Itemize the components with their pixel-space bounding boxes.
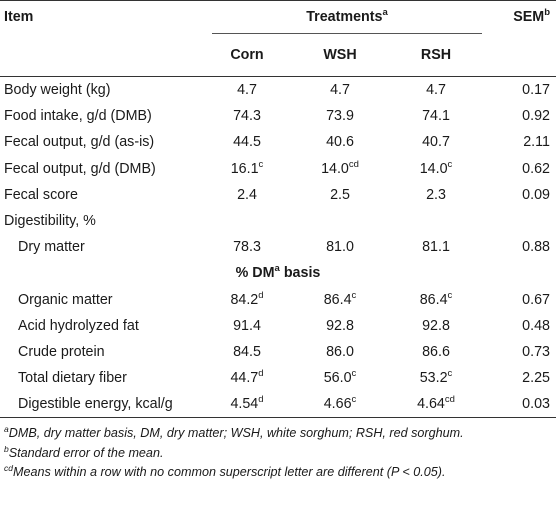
table-row: Crude protein 84.5 86.0 86.6 0.73 (0, 339, 556, 365)
cell-sem: 0.48 (522, 317, 550, 334)
cell-wsh: 4.7 (330, 82, 350, 99)
header-sem: SEMb (513, 7, 550, 26)
table-row: Acid hydrolyzed fat 91.4 92.8 92.8 0.48 (0, 313, 556, 339)
cell-corn: 44.5 (233, 134, 261, 151)
cell-sem (482, 208, 556, 234)
table-row: Dry matter 78.3 81.0 81.1 0.88 (0, 234, 556, 260)
row-label: Fecal output, g/d (DMB) (4, 160, 156, 177)
cell-rsh: 2.3 (426, 186, 446, 203)
row-label: Dry matter (18, 239, 85, 256)
row-label: Crude protein (18, 343, 105, 360)
header-wsh: WSH (300, 33, 390, 77)
cell-wsh: 92.8 (326, 317, 354, 334)
cell-sem: 0.88 (522, 239, 550, 256)
table-row: Digestible energy, kcal/g 4.54d 4.66c 4.64c… (0, 391, 556, 419)
cell-rsh: 53.2c (419, 368, 453, 387)
cell-corn: 78.3 (233, 239, 261, 256)
cell-corn: 84.5 (233, 343, 261, 360)
row-label: Organic matter (18, 291, 113, 308)
cell-sem: 0.17 (522, 82, 550, 99)
cell-sem: 0.03 (482, 391, 556, 419)
table-row: Fecal output, g/d (DMB) 16.1c 14.0cd 14.0c 0… (0, 156, 556, 182)
header-item: Item (4, 9, 34, 26)
cell-rsh: 4.64cd (390, 391, 482, 419)
cell-rsh: 74.1 (422, 108, 450, 125)
cell-wsh: 4.66c (300, 391, 390, 419)
cell-wsh: 73.9 (326, 108, 354, 125)
table-row: Food intake, g/d (DMB) 74.3 73.9 74.1 0.92 (0, 103, 556, 129)
cell-wsh: 81.0 (326, 239, 354, 256)
table-row: Body weight (kg) 4.7 4.7 4.7 0.17 (0, 77, 556, 104)
cell-wsh: 56.0c (323, 368, 357, 387)
cell-corn: 4.54d (212, 391, 300, 419)
cell-sem: 0.09 (522, 186, 550, 203)
cell-corn: 84.2d (230, 289, 264, 308)
cell-rsh: 86.4c (419, 289, 453, 308)
cell-corn: 91.4 (233, 317, 261, 334)
cell-sem: 2.11 (523, 134, 550, 151)
row-label: Fecal output, g/d (as-is) (4, 134, 155, 151)
table-body-top: Body weight (kg) 4.7 4.7 4.7 0.17 Food intake… (0, 77, 556, 261)
footnote: bStandard error of the mean. (4, 443, 164, 460)
cell-corn: 44.7d (230, 368, 264, 387)
cell-sem: 0.73 (522, 343, 550, 360)
row-label: Digestibility, % (4, 213, 96, 230)
cell-corn: 4.7 (237, 82, 257, 99)
header-blank-2 (482, 33, 556, 77)
cell-rsh (390, 208, 482, 234)
cell-sem: 0.62 (522, 160, 550, 177)
row-label: Digestible energy, kcal/g (0, 391, 212, 419)
cell-corn (212, 208, 300, 234)
cell-wsh: 14.0cd (321, 158, 359, 177)
cell-rsh: 4.7 (426, 82, 446, 99)
cell-wsh: 86.4c (323, 289, 357, 308)
header-corn: Corn (212, 33, 300, 77)
table-row: Fecal output, g/d (as-is) 44.5 40.6 40.7 2.1… (0, 129, 556, 155)
footnote: aDMB, dry matter basis, DM, dry matter; … (4, 424, 464, 441)
row-label: Body weight (kg) (4, 82, 111, 99)
section-row: % DMa basis (0, 260, 556, 286)
cell-sem: 2.25 (522, 370, 550, 387)
header-treatments: Treatmentsa (212, 0, 482, 34)
cell-rsh: 92.8 (422, 317, 450, 334)
section-heading: % DMa basis (235, 263, 321, 282)
row-label: Food intake, g/d (DMB) (4, 108, 152, 125)
results-table: Item Treatmentsa SEMb Corn WSH RSH Body … (0, 0, 556, 419)
cell-wsh (300, 208, 390, 234)
table-footnotes: aDMB, dry matter basis, DM, dry matter; … (0, 418, 556, 483)
row-label: Total dietary fiber (18, 370, 127, 387)
cell-wsh: 40.6 (326, 134, 354, 151)
table-row: Total dietary fiber 44.7d 56.0c 53.2c 2.25 (0, 365, 556, 391)
cell-rsh: 40.7 (422, 134, 450, 151)
table-row: Digestibility, % (0, 208, 556, 234)
cell-rsh: 81.1 (422, 239, 450, 256)
header-rsh: RSH (390, 33, 482, 77)
table-row: Organic matter 84.2d 86.4c 86.4c 0.67 (0, 287, 556, 313)
cell-rsh: 14.0c (419, 158, 453, 177)
cell-sem: 0.92 (522, 108, 550, 125)
cell-sem: 0.67 (522, 291, 550, 308)
cell-corn: 74.3 (233, 108, 261, 125)
row-label: Fecal score (4, 186, 78, 203)
table-row: Fecal score 2.4 2.5 2.3 0.09 (0, 182, 556, 208)
cell-wsh: 86.0 (326, 343, 354, 360)
cell-wsh: 2.5 (330, 186, 350, 203)
cell-rsh: 86.6 (422, 343, 450, 360)
row-label: Acid hydrolyzed fat (18, 317, 139, 334)
footnote: cdMeans within a row with no common supe… (4, 463, 446, 480)
cell-corn: 16.1c (230, 158, 264, 177)
table-body-bottom: Organic matter 84.2d 86.4c 86.4c 0.67 Acid hy… (0, 287, 556, 419)
header-blank (0, 33, 212, 77)
cell-corn: 2.4 (237, 186, 257, 203)
